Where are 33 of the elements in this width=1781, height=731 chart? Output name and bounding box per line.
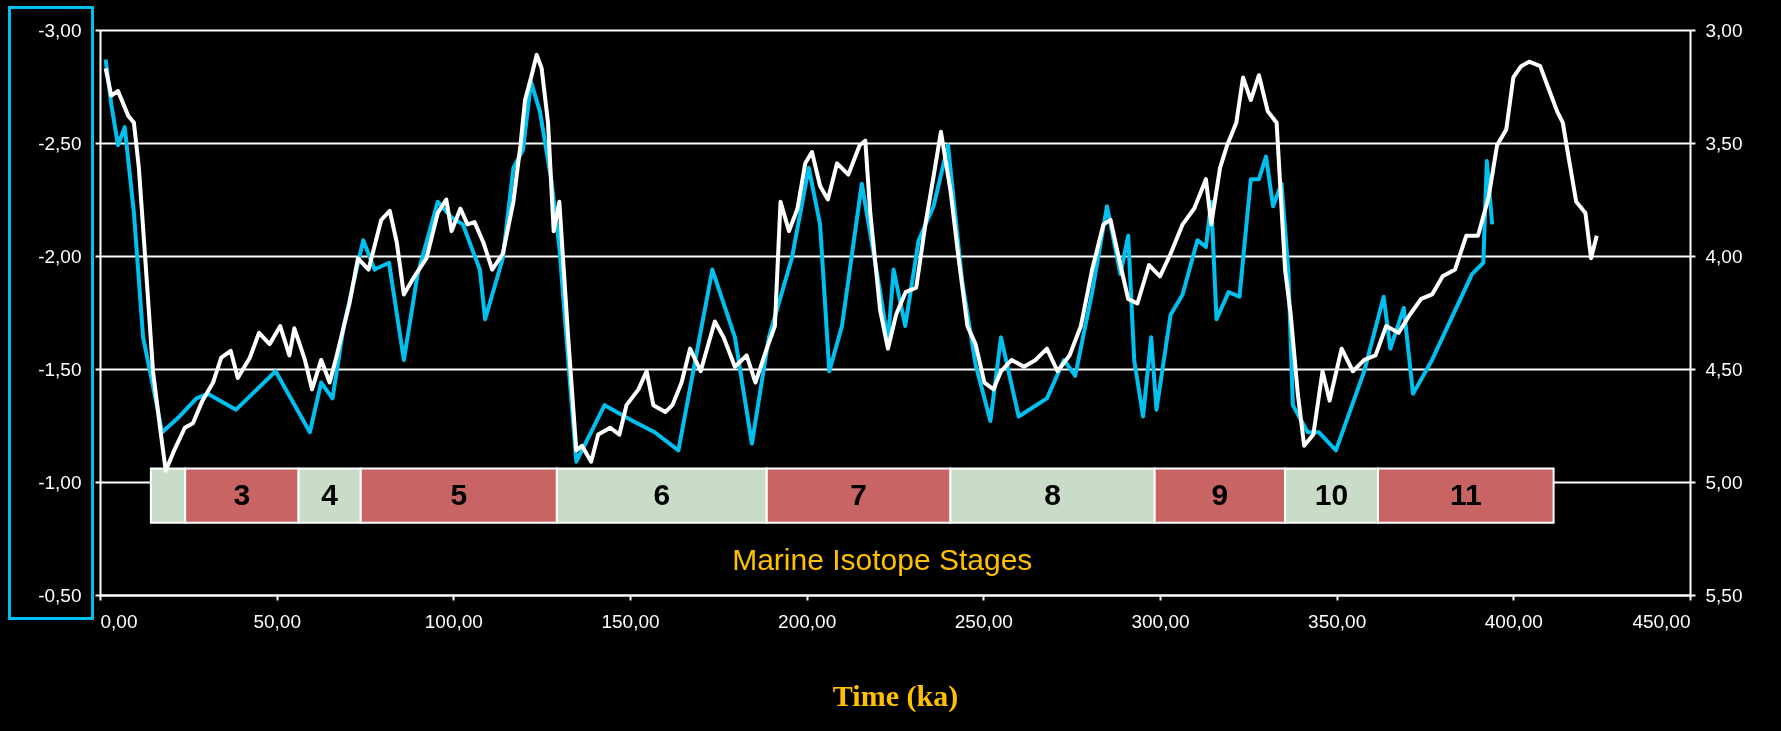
x-tick-label: 400,00 — [1484, 610, 1543, 632]
band-label: 4 — [321, 477, 339, 511]
annotation: Marine Isotope Stages — [732, 543, 1033, 577]
band-label: 9 — [1211, 477, 1229, 511]
band-label: 6 — [653, 477, 671, 511]
x-tick-label: 100,00 — [424, 610, 483, 632]
band-label: 10 — [1314, 477, 1349, 511]
x-axis-title: Time (ka) — [832, 678, 959, 713]
band-label: 5 — [450, 477, 468, 511]
y-tick-label: -2,00 — [38, 245, 82, 267]
y2-tick-label: 4,00 — [1705, 245, 1743, 267]
band-label: 11 — [1449, 477, 1482, 511]
x-tick-label: 450,00 — [1632, 610, 1691, 632]
x-tick-label: 250,00 — [954, 610, 1013, 632]
x-tick-label: 150,00 — [601, 610, 660, 632]
y-tick-label: -2,50 — [38, 132, 82, 154]
x-tick-label: 300,00 — [1131, 610, 1190, 632]
y-tick-label: -3,00 — [38, 19, 82, 41]
y2-tick-label: 4,50 — [1705, 358, 1743, 380]
x-tick-label: 50,00 — [253, 610, 301, 632]
band-label: 7 — [850, 477, 867, 511]
y2-tick-label: 3,50 — [1705, 132, 1743, 154]
y-tick-label: -1,00 — [38, 471, 82, 493]
y2-tick-label: 5,00 — [1705, 471, 1743, 493]
y2-tick-label: 3,00 — [1705, 19, 1743, 41]
y-tick-label: -0,50 — [38, 584, 82, 606]
band-label: 3 — [233, 477, 251, 511]
y2-tick-label: 5,50 — [1705, 584, 1743, 606]
x-tick-label: 350,00 — [1308, 610, 1367, 632]
x-tick-label: 200,00 — [778, 610, 837, 632]
x-tick-label: 0,00 — [100, 610, 138, 632]
band-label: 8 — [1044, 477, 1061, 511]
y-tick-label: -1,50 — [38, 358, 82, 380]
